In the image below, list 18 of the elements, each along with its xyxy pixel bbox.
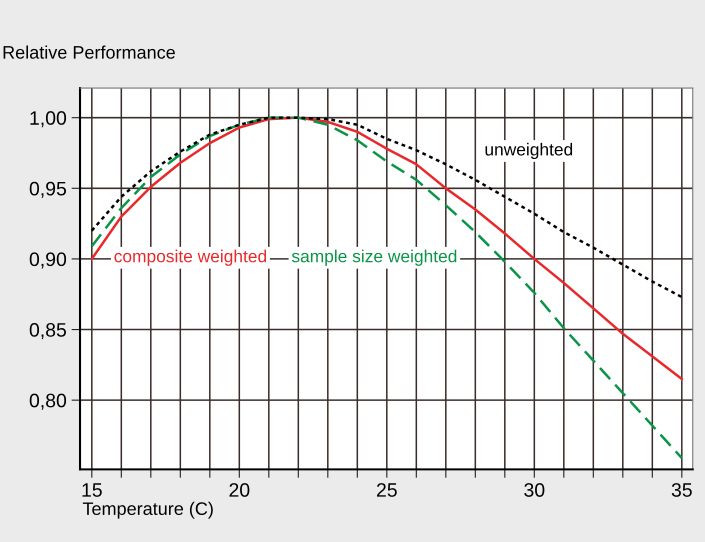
line-series: [90, 116, 684, 380]
y-axis-title: Relative Performance: [4, 46, 175, 59]
y-tick-label: 0,95: [30, 182, 66, 198]
series-label: unweighted: [486, 142, 572, 160]
y-tick-label: 0,80: [30, 394, 66, 410]
x-axis-title: Temperature (C): [82, 502, 213, 519]
y-tick-label: 1,00: [30, 111, 66, 128]
x-tick-label: 35: [672, 483, 692, 497]
series-label: composite weighted: [114, 250, 266, 266]
x-tick-label: 25: [376, 483, 397, 497]
y-tick-label: 0,90: [30, 252, 66, 268]
series-label: sample size weighted: [292, 250, 456, 266]
line-series: [90, 116, 684, 298]
x-tick-label: 15: [82, 483, 102, 497]
x-tick-label: 30: [524, 483, 544, 497]
line-series: [90, 116, 684, 460]
x-tick-label: 20: [229, 483, 250, 497]
y-tick-label: 0,85: [30, 323, 66, 340]
